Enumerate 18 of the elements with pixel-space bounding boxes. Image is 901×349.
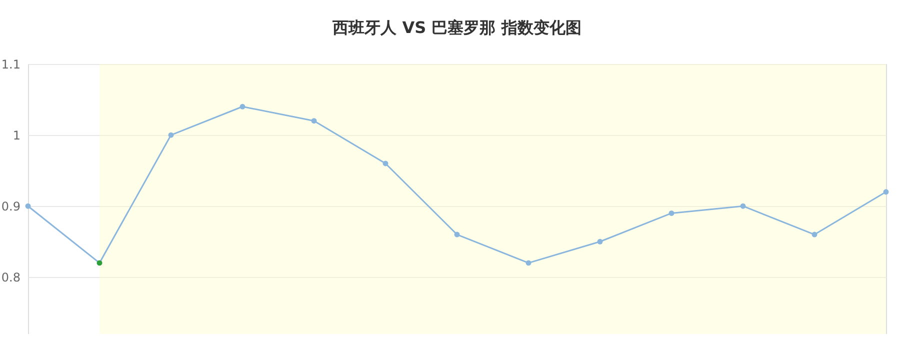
point xyxy=(311,118,317,124)
point xyxy=(240,104,246,110)
point xyxy=(668,210,674,216)
point xyxy=(526,260,532,266)
point xyxy=(597,238,603,244)
y-tick-label: 1.1 xyxy=(1,58,20,72)
point xyxy=(168,132,174,138)
y-tick-label: 0.8 xyxy=(1,270,20,285)
point xyxy=(740,203,746,209)
point xyxy=(25,203,31,209)
point xyxy=(812,232,818,238)
y-tick-label: 1 xyxy=(12,128,20,143)
y-tick-label: 0.9 xyxy=(1,200,20,214)
chart-title: 西班牙人 VS 巴塞罗那 指数变化图 xyxy=(332,18,582,37)
point xyxy=(96,260,102,266)
point xyxy=(454,232,460,238)
point xyxy=(883,189,889,195)
point xyxy=(382,160,388,166)
